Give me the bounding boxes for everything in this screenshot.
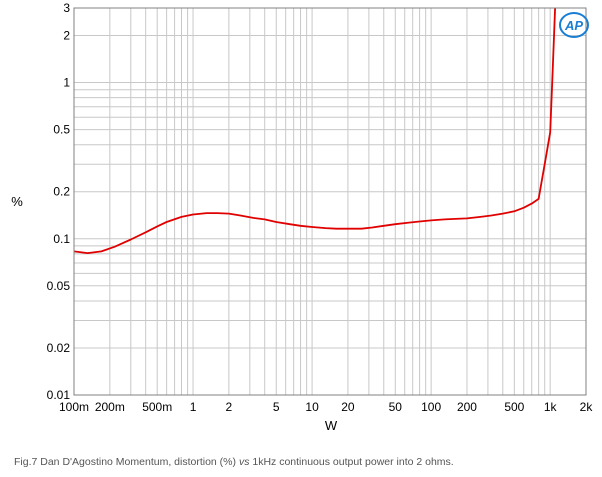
x-tick-label: 10 bbox=[305, 400, 319, 414]
y-tick-label: 1 bbox=[63, 76, 70, 90]
x-tick-label: 20 bbox=[341, 400, 355, 414]
x-tick-label: 1 bbox=[190, 400, 197, 414]
x-tick-label: 1k bbox=[544, 400, 558, 414]
x-tick-label: 200 bbox=[457, 400, 477, 414]
y-axis-label: % bbox=[11, 194, 23, 209]
y-tick-label: 0.5 bbox=[53, 123, 70, 137]
x-tick-label: 500 bbox=[504, 400, 524, 414]
y-tick-label: 0.02 bbox=[47, 341, 71, 355]
ap-logo-ring bbox=[559, 12, 589, 38]
tick-labels: 100m 200m 500m 1 2 5 10 20 50 100 200 500 1k 2k 0.01 0.… bbox=[47, 1, 594, 414]
y-tick-label: 0.01 bbox=[47, 388, 71, 402]
x-tick-label: 200m bbox=[95, 400, 125, 414]
x-tick-label: 100 bbox=[421, 400, 441, 414]
ap-logo: AP bbox=[559, 12, 589, 38]
ap-logo-text: AP bbox=[564, 18, 583, 33]
y-tick-label: 0.1 bbox=[53, 232, 70, 246]
x-tick-label: 5 bbox=[273, 400, 280, 414]
caption-vs: vs bbox=[238, 456, 250, 468]
series-layer bbox=[74, 8, 556, 254]
x-axis-label: W bbox=[325, 418, 338, 433]
x-tick-label: 50 bbox=[389, 400, 403, 414]
caption-suffix: 1kHz continuous output power into 2 ohms… bbox=[249, 456, 454, 468]
y-tick-label: 0.2 bbox=[53, 185, 70, 199]
plot-background bbox=[74, 8, 586, 395]
x-tick-label: 2k bbox=[580, 400, 594, 414]
y-tick-label: 2 bbox=[63, 29, 70, 43]
distortion-chart: 100m 200m 500m 1 2 5 10 20 50 100 200 500 1k 2k 0.01 0.… bbox=[11, 1, 594, 433]
x-tick-label: 100m bbox=[59, 400, 89, 414]
x-tick-label: 2 bbox=[226, 400, 233, 414]
plot-frame bbox=[73, 7, 587, 396]
y-tick-label: 0.05 bbox=[47, 279, 71, 293]
distortion-series-line bbox=[74, 8, 556, 254]
figure-caption: Fig.7 Dan D'Agostino Momentum, distortio… bbox=[14, 456, 454, 468]
caption-prefix: Fig.7 Dan D'Agostino Momentum, distortio… bbox=[14, 456, 239, 468]
y-tick-label: 3 bbox=[63, 1, 70, 15]
x-tick-label: 500m bbox=[142, 400, 172, 414]
